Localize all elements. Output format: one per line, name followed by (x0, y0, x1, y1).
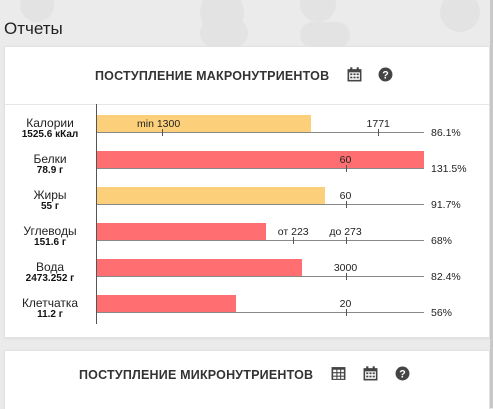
micronutrients-title: ПОСТУПЛЕНИЕ МИКРОНУТРИЕНТОВ (79, 368, 314, 382)
nutrient-label: Вода 2473.252 г (11, 261, 89, 285)
nutrient-value: 2473.252 г (25, 273, 75, 284)
percent-label: 86.1% (431, 127, 461, 139)
nutrient-name: Жиры (33, 188, 67, 202)
macronutrients-card: ПОСТУПЛЕНИЕ МАКРОНУТРИЕНТОВ ? Калории 152… (4, 46, 490, 338)
nutrient-value: 78.9 г (36, 165, 64, 176)
target-tick (345, 309, 347, 316)
target-tick (345, 165, 347, 172)
nutrient-bar (97, 115, 312, 133)
help-icon[interactable]: ? (395, 366, 410, 381)
percent-label: 68% (431, 235, 453, 247)
row-baseline (97, 276, 424, 277)
target-label: 60 (339, 154, 352, 166)
nutrient-name: Клетчатка (21, 296, 79, 310)
nutrient-name: Белки (33, 152, 67, 166)
target-tick (345, 273, 347, 280)
background-decoration (300, 22, 350, 48)
micronutrients-card: ПОСТУПЛЕНИЕ МИКРОНУТРИЕНТОВ ? (4, 350, 490, 409)
nutrient-label: Жиры 55 г (11, 189, 89, 213)
target-label: 1771 (366, 118, 390, 130)
percent-label: 91.7% (431, 199, 461, 211)
target-label: 20 (339, 298, 352, 310)
nutrient-name: Вода (35, 260, 65, 274)
nutrient-bar (97, 223, 267, 241)
nutrient-value: 55 г (40, 201, 60, 212)
nutrient-value: 1525.6 кКал (21, 129, 79, 140)
nutrient-label: Клетчатка 11.2 г (11, 297, 89, 321)
background-decoration (200, 18, 248, 48)
nutrient-value: 11.2 г (37, 309, 63, 320)
nutrient-bar (97, 151, 424, 169)
table-icon[interactable] (331, 366, 346, 381)
percent-label: 131.5% (431, 163, 467, 175)
micronutrients-card-header: ПОСТУПЛЕНИЕ МИКРОНУТРИЕНТОВ ? (5, 351, 489, 408)
percent-label: 56% (431, 307, 453, 319)
target-label: min 1300 (137, 118, 181, 130)
macronutrients-card-header: ПОСТУПЛЕНИЕ МАКРОНУТРИЕНТОВ ? (5, 47, 489, 105)
background-decoration (20, 0, 54, 22)
target-tick (162, 129, 163, 136)
target-label: от 223 (277, 226, 309, 238)
row-baseline (97, 240, 424, 241)
target-tick (345, 201, 347, 208)
nutrient-label: Белки 78.9 г (11, 153, 89, 177)
help-icon[interactable]: ? (378, 67, 393, 82)
target-tick (378, 129, 380, 136)
nutrient-label: Калории 1525.6 кКал (11, 117, 89, 141)
target-tick (293, 237, 295, 244)
page-title: Отчеты (4, 19, 63, 38)
nutrient-value: 151.6 г (34, 237, 66, 248)
nutrient-bar (97, 259, 302, 277)
percent-label: 82.4% (431, 271, 461, 283)
svg-text:?: ? (399, 368, 406, 380)
target-label: 3000 (333, 262, 358, 274)
chart-axis-line (96, 104, 97, 324)
window-edge (490, 0, 493, 408)
nutrient-label: Углеводы 151.6 г (11, 225, 89, 249)
nutrient-name: Калории (26, 116, 74, 130)
row-baseline (97, 204, 424, 205)
row-baseline (97, 168, 424, 169)
background-decoration (440, 0, 480, 32)
svg-text:?: ? (382, 69, 389, 81)
nutrient-bar (97, 187, 326, 205)
row-baseline (97, 312, 424, 313)
nutrient-bar (97, 295, 237, 313)
calendar-icon[interactable] (363, 366, 378, 381)
target-tick (345, 237, 347, 244)
calendar-icon[interactable] (347, 67, 362, 82)
background-decoration (300, 0, 336, 22)
macronutrients-title: ПОСТУПЛЕНИЕ МАКРОНУТРИЕНТОВ (95, 69, 330, 83)
nutrient-name: Углеводы (23, 224, 77, 238)
target-label: 60 (339, 190, 352, 202)
target-label: до 273 (329, 226, 362, 238)
row-baseline (97, 132, 424, 133)
